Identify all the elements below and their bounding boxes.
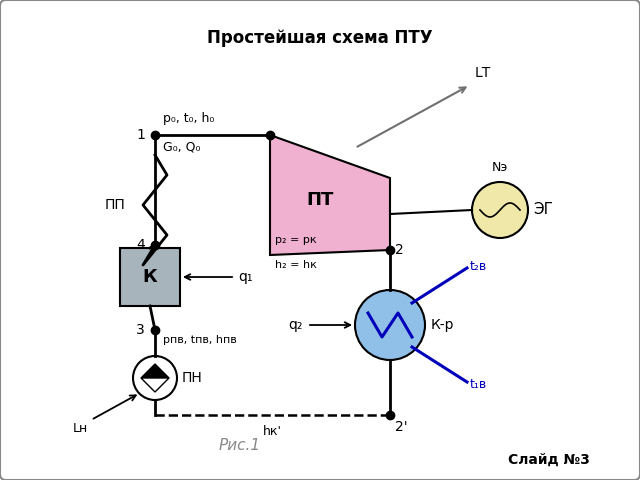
FancyBboxPatch shape [120, 248, 180, 306]
Circle shape [133, 356, 177, 400]
Text: h₂ = hк: h₂ = hк [275, 260, 317, 270]
Text: ПТ: ПТ [307, 191, 333, 209]
Polygon shape [141, 364, 169, 378]
Text: Nэ: Nэ [492, 161, 508, 174]
Text: G₀, Q₀: G₀, Q₀ [163, 140, 200, 153]
Text: pпв, tпв, hпв: pпв, tпв, hпв [163, 335, 237, 345]
Text: 1: 1 [136, 128, 145, 142]
Circle shape [472, 182, 528, 238]
Polygon shape [141, 378, 169, 392]
Text: p₂ = pк: p₂ = pк [275, 235, 317, 245]
Text: q₁: q₁ [238, 270, 253, 284]
Text: p₀, t₀, h₀: p₀, t₀, h₀ [163, 112, 214, 125]
Text: Слайд №3: Слайд №3 [508, 453, 590, 467]
Text: К: К [143, 268, 157, 286]
Text: Рис.1: Рис.1 [219, 437, 261, 453]
Text: LТ: LТ [475, 66, 492, 80]
Text: ЭГ: ЭГ [533, 203, 553, 217]
Text: ПП: ПП [104, 198, 125, 212]
Text: t₁в: t₁в [470, 377, 487, 391]
Polygon shape [270, 135, 390, 255]
Text: t₂в: t₂в [470, 260, 487, 273]
Text: q₂: q₂ [289, 318, 303, 332]
Text: Простейшая схема ПТУ: Простейшая схема ПТУ [207, 29, 433, 47]
Text: К-р: К-р [431, 318, 454, 332]
Circle shape [355, 290, 425, 360]
Text: hк': hк' [263, 425, 282, 438]
Text: 2': 2' [395, 420, 408, 434]
Text: 4: 4 [136, 238, 145, 252]
Text: 3: 3 [136, 323, 145, 337]
Text: Lн: Lн [73, 422, 88, 435]
Text: 2: 2 [395, 243, 404, 257]
Text: ПН: ПН [182, 371, 203, 385]
